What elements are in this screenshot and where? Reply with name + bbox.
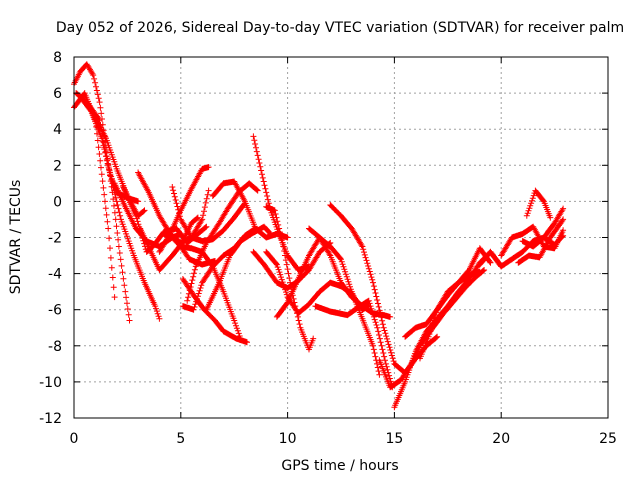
data-point-markers: [417, 268, 483, 362]
y-tick-label: 0: [53, 194, 62, 210]
data-series: [250, 239, 334, 291]
data-series: [523, 187, 554, 221]
x-tick-label: 15: [385, 431, 403, 447]
data-series: [250, 133, 312, 273]
data-point-markers: [169, 184, 248, 245]
y-tick-label: 4: [53, 122, 62, 138]
data-series: [73, 90, 163, 322]
data-series: [417, 268, 483, 362]
tick-layer: 0 5 10 15 20 25 -12 -10 -8 -6 -4 -2 0 2 4 6 8: [39, 50, 617, 447]
y-tick-label: -2: [48, 231, 62, 247]
data-point-markers: [250, 133, 312, 273]
y-tick-label: 8: [53, 50, 62, 66]
y-tick-label: -12: [39, 411, 62, 427]
data-layer: [71, 61, 567, 411]
y-tick-label: -8: [48, 339, 62, 355]
x-axis-label: GPS time / hours: [281, 458, 398, 474]
y-tick-label: 6: [53, 86, 62, 102]
y-tick-label: -4: [48, 267, 62, 283]
data-point-markers: [312, 297, 396, 391]
y-tick-label: -6: [48, 303, 62, 319]
x-tick-label: 0: [70, 431, 79, 447]
data-series: [391, 248, 505, 411]
y-axis-label: SDTVAR / TECUs: [8, 180, 24, 295]
data-point-markers: [73, 90, 163, 322]
x-tick-label: 10: [279, 431, 297, 447]
data-point-markers: [184, 180, 261, 304]
grid-layer: [74, 57, 608, 418]
x-tick-label: 20: [492, 431, 510, 447]
chart-title: Day 052 of 2026, Sidereal Day-to-day VTE…: [56, 20, 624, 36]
y-tick-label: -10: [39, 375, 62, 391]
x-tick-label: 5: [176, 431, 185, 447]
data-point-markers: [250, 239, 334, 291]
data-series: [169, 184, 248, 245]
data-series: [312, 297, 396, 391]
data-point-markers: [515, 216, 567, 266]
data-point-markers: [137, 214, 201, 273]
y-tick-label: 2: [53, 158, 62, 174]
data-point-markers: [523, 187, 554, 221]
data-series: [515, 216, 567, 266]
x-tick-label: 25: [599, 431, 617, 447]
data-series: [184, 180, 261, 304]
data-series: [137, 214, 201, 273]
data-point-markers: [391, 248, 505, 411]
